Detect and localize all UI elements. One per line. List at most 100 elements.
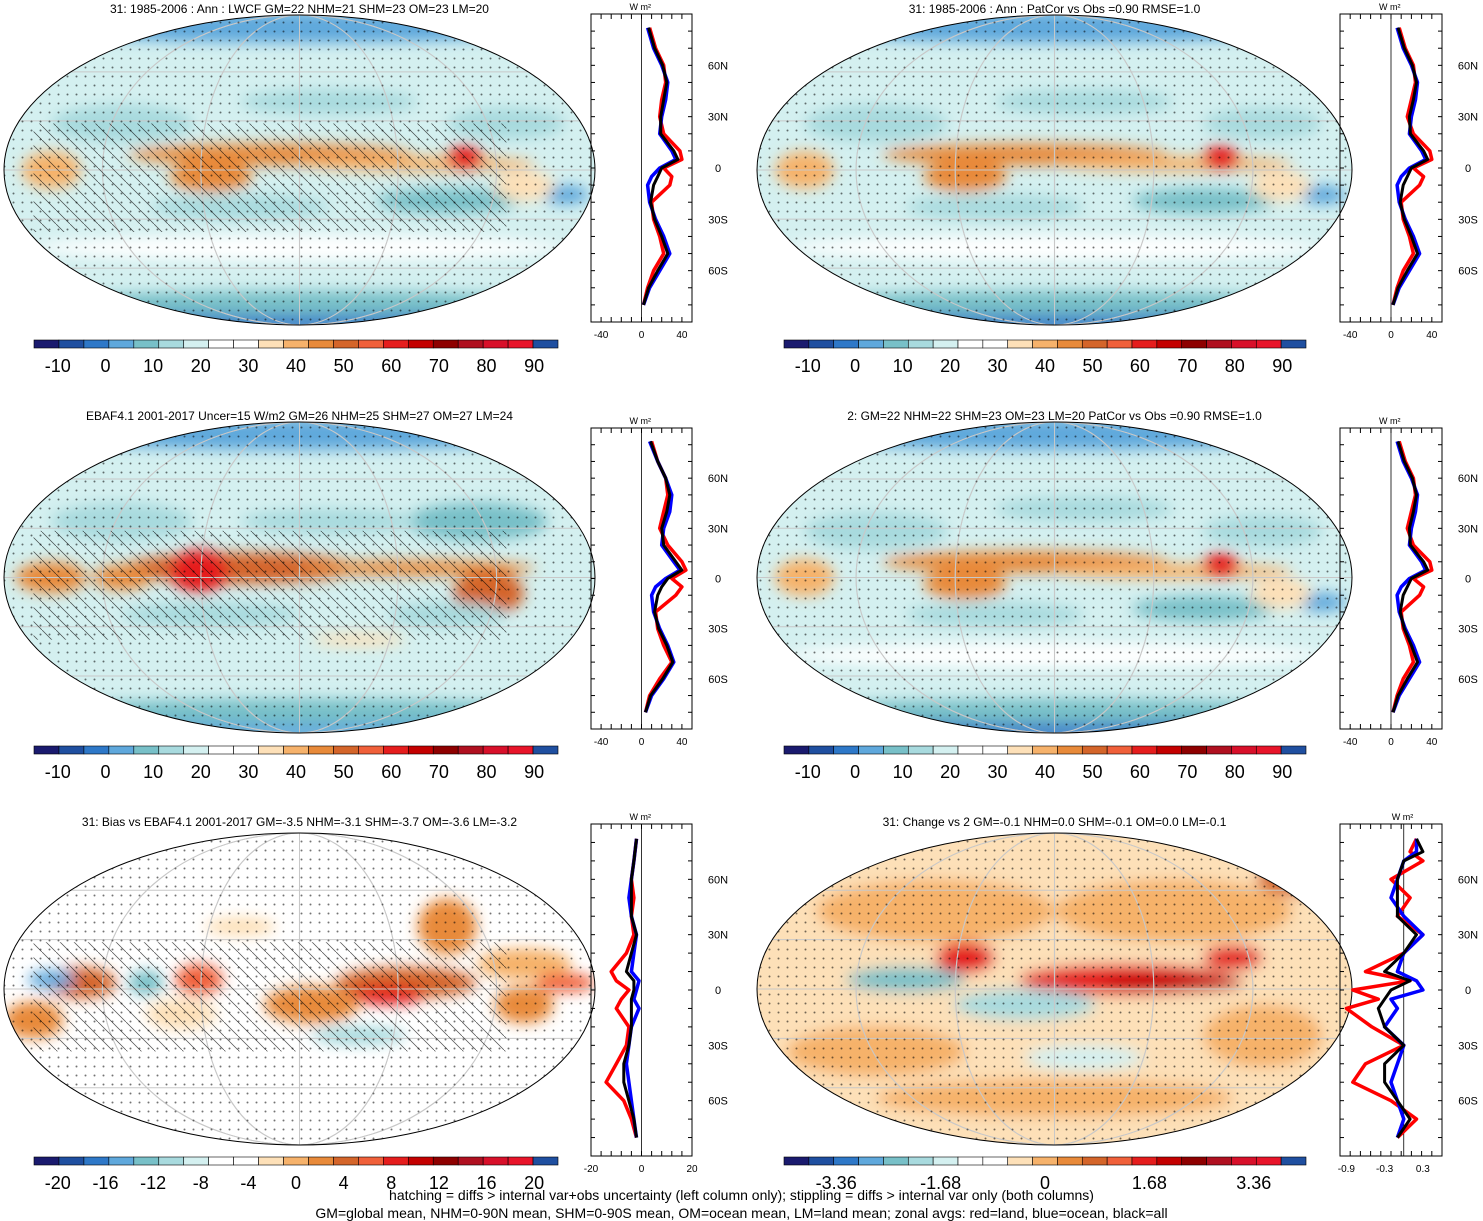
zonal-x-tick-label: 0 [1388, 330, 1394, 341]
latitude-label: 30S [708, 214, 728, 226]
colorbar-tick-label: 40 [286, 762, 306, 782]
zonal-x-tick-label: 0.3 [1416, 1164, 1430, 1175]
colorbar-swatch [358, 339, 384, 349]
latitude-label: 0 [1465, 163, 1471, 175]
zonal-units: W m² [1379, 416, 1401, 426]
zonal-series-all [1376, 838, 1425, 1139]
colorbar-swatch [1231, 1156, 1257, 1166]
colorbar-swatch [1131, 339, 1158, 349]
colorbar-swatch [1181, 339, 1207, 349]
colorbar-swatch [482, 339, 509, 349]
colorbar-swatch [233, 339, 259, 349]
panel-4: 2: GM=22 NHM=22 SHM=23 OM=23 LM=20 PatCo… [756, 409, 1478, 782]
zonal-series-ocean [624, 838, 641, 1138]
panel-1: 31: 1985-2006 : Ann : LWCF GM=22 NHM=21 … [3, 2, 728, 376]
zonal-units: W m² [1392, 812, 1414, 822]
colorbar-swatch [833, 339, 859, 349]
colorbar-swatch [932, 745, 959, 755]
colorbar-swatch [158, 1156, 185, 1166]
colorbar-swatch [907, 339, 934, 349]
colorbar-tick-label: 80 [477, 356, 497, 376]
colorbar-tick-label: 10 [143, 356, 163, 376]
colorbar-swatch [1231, 339, 1257, 349]
colorbar: -10 0 10 20 30 40 50 60 70 80 90 [783, 339, 1307, 376]
colorbar: -20 -16 -12 -8 -4 0 4 8 12 16 20 [33, 1156, 559, 1193]
colorbar-swatch [1156, 339, 1183, 349]
colorbar-tick-label: 60 [381, 356, 401, 376]
colorbar-swatch [982, 339, 1009, 349]
latitude-label: 60N [708, 473, 728, 485]
colorbar-tick-label: -4 [240, 1173, 256, 1193]
colorbar-swatch [1181, 1156, 1207, 1166]
colorbar-swatch [858, 339, 884, 349]
colorbar-swatch [907, 745, 934, 755]
colorbar-swatch [158, 745, 185, 755]
hatching-overlay [33, 530, 507, 640]
colorbar-swatch [1032, 339, 1058, 349]
colorbar-swatch [383, 339, 409, 349]
zonal-series-land [1344, 838, 1425, 1139]
zonal-x-tick-label: -0.9 [1338, 1164, 1356, 1175]
colorbar-swatch [1206, 339, 1232, 349]
colorbar-tick-label: 90 [1272, 356, 1292, 376]
zonal-x-tick-label: 0 [639, 737, 645, 748]
map-border [756, 14, 1353, 326]
colorbar-tick-label: 80 [477, 762, 497, 782]
latitude-label: 0 [715, 163, 721, 175]
colorbar-swatch [808, 745, 835, 755]
colorbar-tick-label: 0 [100, 356, 110, 376]
colorbar-swatch [258, 339, 284, 349]
colorbar-swatch [333, 745, 359, 755]
colorbar-swatch [133, 339, 160, 349]
colorbar-swatch [432, 745, 459, 755]
colorbar-swatch [883, 745, 909, 755]
colorbar-tick-label: 1.68 [1132, 1173, 1167, 1193]
colorbar-tick-label: -1.68 [920, 1173, 961, 1193]
map-border [3, 421, 596, 734]
latitude-label: 60S [1458, 674, 1478, 686]
colorbar-tick-label: 20 [524, 1173, 544, 1193]
map-field [757, 15, 1352, 325]
latitude-label: 30N [708, 112, 728, 124]
colorbar-swatch [1280, 1156, 1307, 1166]
latitude-label: 60N [708, 874, 728, 886]
colorbar-swatch [932, 339, 959, 349]
zonal-x-tick-label: 40 [676, 330, 688, 341]
colorbar-swatch [1206, 745, 1232, 755]
latitude-label: 30N [708, 523, 728, 535]
latitude-label: 0 [1465, 985, 1471, 997]
colorbar-swatch [1255, 339, 1282, 349]
colorbar-swatch [1057, 1156, 1083, 1166]
colorbar-swatch [1280, 745, 1307, 755]
colorbar: -3.36 -1.68 0 1.68 3.36 [783, 1156, 1307, 1193]
colorbar-swatch [407, 339, 434, 349]
colorbar-swatch [333, 1156, 359, 1166]
zonal-x-tick-label: -40 [1343, 330, 1358, 341]
colorbar-swatch [783, 339, 810, 349]
colorbar-swatch [1181, 745, 1207, 755]
colorbar-swatch [83, 339, 110, 349]
colorbar-swatch [1032, 1156, 1058, 1166]
colorbar-tick-label: 0 [291, 1173, 301, 1193]
footer-note-means: GM=global mean, NHM=0-90N mean, SHM=0-90… [315, 1205, 1168, 1221]
colorbar-swatch [1081, 339, 1108, 349]
colorbar-tick-label: 80 [1225, 762, 1245, 782]
colorbar-swatch [858, 745, 884, 755]
colorbar-tick-label: 50 [334, 762, 354, 782]
colorbar-swatch [432, 339, 459, 349]
colorbar-swatch [283, 1156, 309, 1166]
zonal-x-tick-label: -20 [584, 1164, 599, 1175]
colorbar-swatch [83, 1156, 110, 1166]
colorbar-swatch [957, 745, 984, 755]
zonal-x-tick-label: -40 [594, 737, 609, 748]
map-anomaly [757, 854, 817, 887]
colorbar-tick-label: -10 [45, 762, 71, 782]
zonal-mean-plot: W m² 60N 30N 0 30S 60S -40 0 40 [590, 416, 728, 748]
colorbar-swatch [33, 339, 60, 349]
colorbar-tick-label: 50 [1082, 762, 1102, 782]
zonal-units: W m² [630, 2, 652, 12]
colorbar-swatch [1007, 1156, 1033, 1166]
colorbar-tick-label: 30 [988, 762, 1008, 782]
latitude-label: 60N [1458, 60, 1478, 72]
colorbar-swatch [457, 339, 484, 349]
